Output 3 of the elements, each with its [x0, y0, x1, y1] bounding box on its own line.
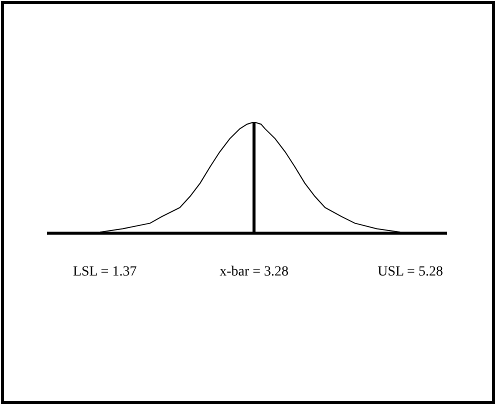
x-tick-label: LSL = 1.37 — [72, 264, 137, 280]
x-tick-label: x-bar = 3.28 — [220, 264, 288, 280]
x-tick-label: USL = 5.28 — [378, 264, 443, 280]
